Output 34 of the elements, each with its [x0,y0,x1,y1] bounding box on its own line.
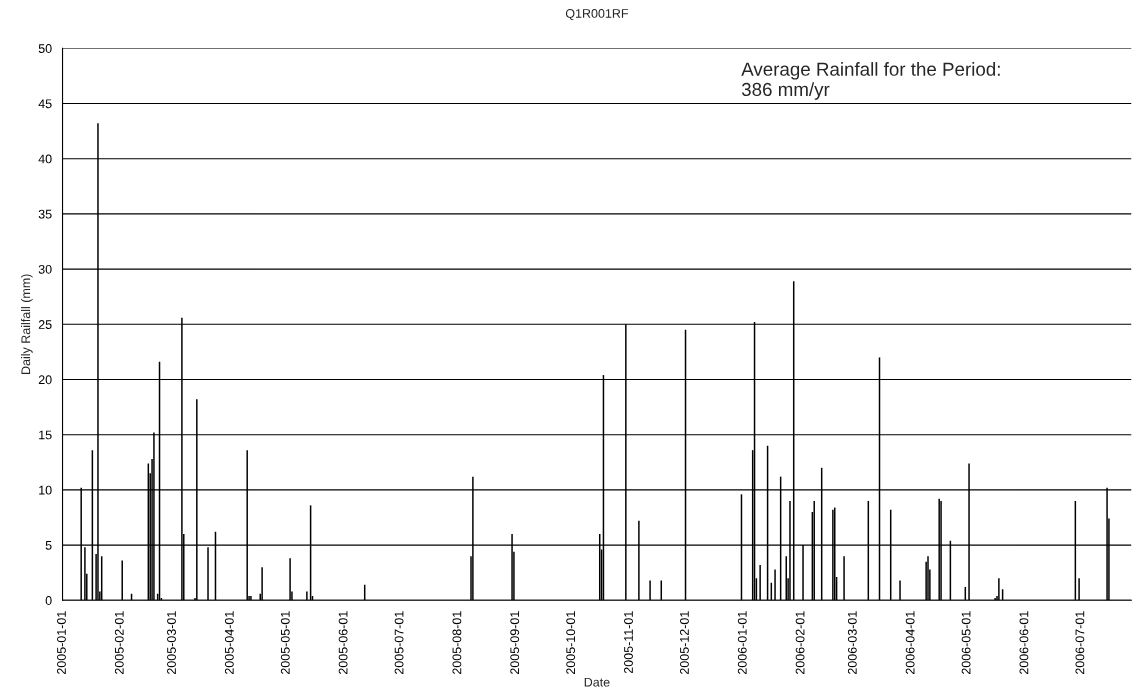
x-tick-label: 2006-07-01 [1075,611,1085,675]
annotation: Average Rainfall for the Period: 386 mm/yr [741,62,1000,100]
x-tick-label: 2005-06-01 [338,611,348,675]
x-tick-label: 2006-01-01 [737,611,747,675]
y-tick-label: 5 [45,541,52,550]
x-tick-label: 2005-10-01 [566,611,576,675]
x-tick-label: 2005-11-01 [624,611,633,674]
y-tick-label: 30 [38,264,52,274]
y-tick-label: 50 [38,44,52,53]
y-tick-label: 25 [38,320,52,329]
x-tick-label: 2006-02-01 [795,611,805,675]
y-tick-label: 15 [39,430,52,440]
y-tick-label: 45 [38,99,52,109]
x-tick-label: 2005-03-01 [167,611,176,675]
x-tick-label: 2006-03-01 [847,611,857,675]
y-tick-label: 35 [38,209,52,219]
x-tick-label: 2005-08-01 [452,611,462,675]
y-tick-label: 40 [38,154,52,164]
x-tick-label: 2005-01-01 [57,611,66,675]
x-tick-label: 2005-12-01 [680,611,689,675]
y-axis-title: Daily Railfall (mm) [21,274,33,374]
y-tick-label: 20 [38,375,52,385]
x-tick-label: 2005-04-01 [224,611,234,675]
x-tick-label: 2006-05-01 [961,611,971,675]
x-tick-label: 2005-02-01 [114,611,124,675]
chart-title: Q1R001RF [565,9,629,21]
x-tick-label: 2005-07-01 [394,611,404,675]
x-tick-label: 2005-05-01 [280,611,290,675]
y-tick-label: 0 [45,596,52,605]
x-axis-title: Date [584,677,610,687]
x-tick-label: 2006-04-01 [905,611,915,675]
x-tick-label: 2005-09-01 [510,611,520,675]
y-tick-label: 10 [39,485,52,495]
x-tick-label: 2006-06-01 [1019,611,1029,675]
